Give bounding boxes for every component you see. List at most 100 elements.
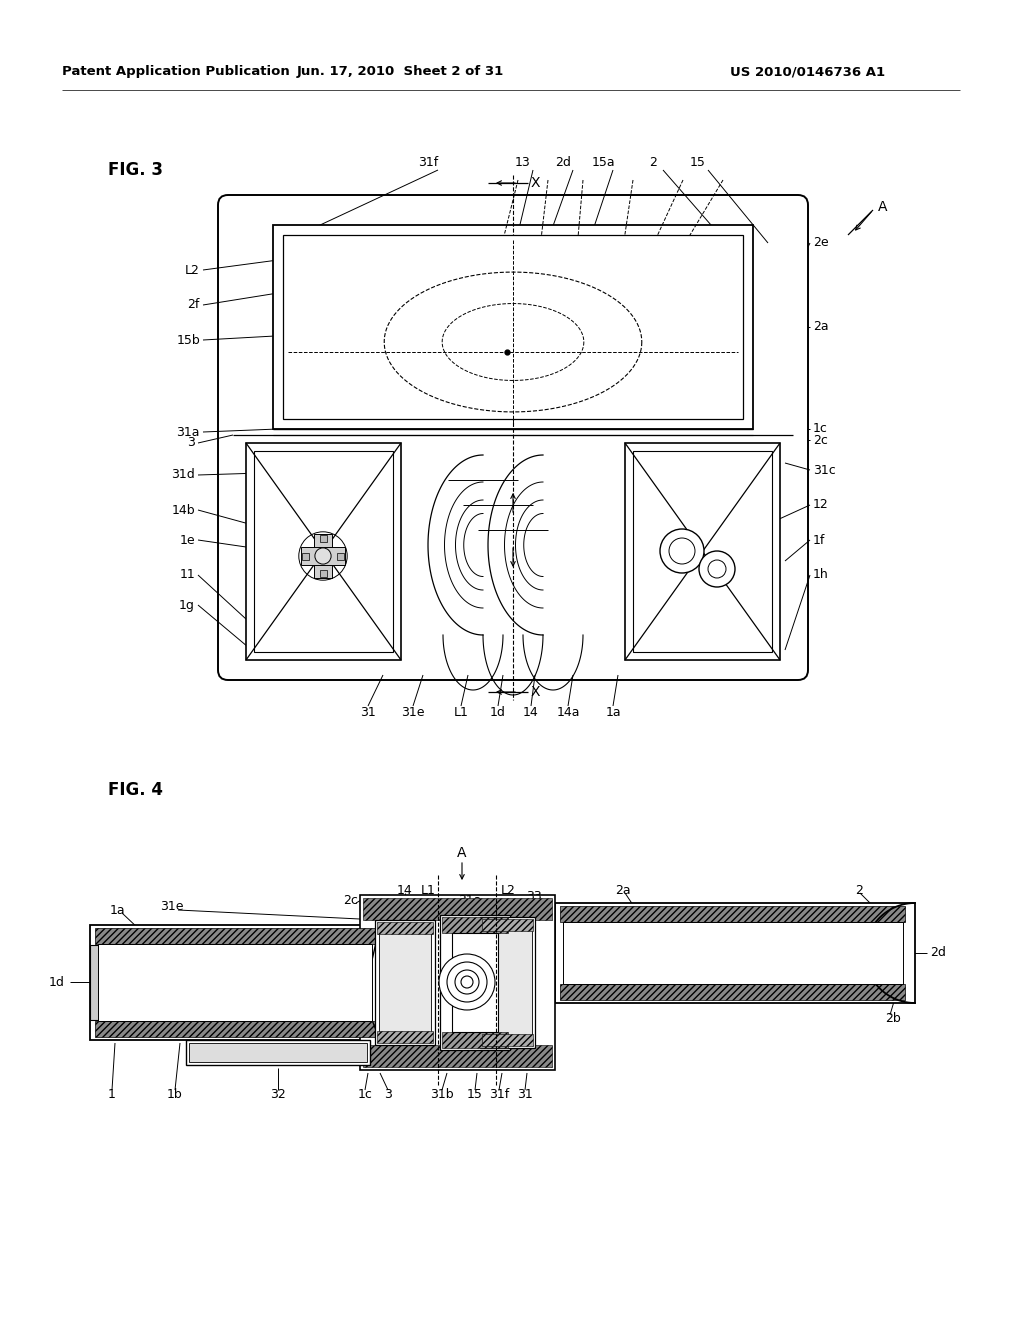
Text: 2d: 2d [555, 157, 571, 169]
Text: 15: 15 [690, 157, 706, 169]
Text: 2c: 2c [813, 433, 827, 446]
Bar [379, 924, 431, 1041]
Bar [482, 919, 534, 931]
Bar [301, 546, 345, 565]
Bar [362, 1045, 552, 1067]
Text: 2: 2 [855, 883, 863, 896]
Text: 31a: 31a [176, 425, 200, 438]
Bar [186, 1040, 370, 1065]
Text: L2: L2 [185, 264, 200, 276]
Text: 14a: 14a [556, 705, 580, 718]
Text: 2: 2 [649, 157, 657, 169]
Text: Jun. 17, 2010  Sheet 2 of 31: Jun. 17, 2010 Sheet 2 of 31 [296, 66, 504, 78]
Text: 31e: 31e [401, 705, 425, 718]
Text: L1: L1 [421, 883, 435, 896]
Text: 15: 15 [467, 1089, 483, 1101]
Text: 2f: 2f [187, 298, 200, 312]
Bar [442, 1032, 508, 1048]
Text: FIG. 4: FIG. 4 [108, 781, 163, 799]
Bar [95, 928, 375, 944]
Text: L1: L1 [454, 705, 468, 718]
Text: 31f: 31f [418, 157, 438, 169]
Bar [246, 444, 401, 660]
Bar [560, 983, 905, 1001]
Text: L2: L2 [501, 883, 516, 896]
Circle shape [660, 529, 705, 573]
Text: Patent Application Publication: Patent Application Publication [62, 66, 290, 78]
Text: 2a: 2a [813, 321, 828, 334]
Text: 1a: 1a [605, 705, 621, 718]
Text: 1b: 1b [167, 1089, 183, 1101]
Circle shape [315, 548, 331, 564]
Bar [377, 1031, 433, 1043]
Text: 3: 3 [187, 437, 195, 450]
Text: 1a: 1a [110, 903, 126, 916]
Text: FIG. 3: FIG. 3 [108, 161, 163, 180]
Circle shape [708, 560, 726, 578]
Text: 2e: 2e [813, 236, 828, 249]
Text: 1d: 1d [490, 705, 506, 718]
Text: 1f: 1f [813, 533, 825, 546]
Bar [90, 945, 108, 1020]
Circle shape [669, 539, 695, 564]
Text: 31a: 31a [458, 894, 481, 907]
Text: 31: 31 [517, 1089, 532, 1101]
Bar [314, 535, 332, 578]
Text: 1h: 1h [813, 569, 828, 582]
Bar [95, 1020, 375, 1038]
Text: 2c: 2c [343, 894, 357, 907]
Bar [189, 1043, 367, 1063]
Bar [362, 898, 552, 920]
Bar [319, 570, 327, 577]
Bar [483, 920, 532, 1045]
Text: 1d: 1d [49, 975, 65, 989]
Text: 1c: 1c [813, 422, 827, 436]
Circle shape [455, 970, 479, 994]
Text: 1: 1 [109, 1089, 116, 1101]
Text: 13: 13 [515, 157, 530, 169]
Text: 15b: 15b [176, 334, 200, 346]
Text: 31: 31 [360, 705, 376, 718]
Bar [625, 444, 780, 660]
Bar [375, 920, 435, 1045]
Text: 1c: 1c [357, 1089, 373, 1101]
Circle shape [439, 954, 495, 1010]
Text: 11: 11 [179, 569, 195, 582]
Text: A: A [457, 846, 467, 861]
Circle shape [447, 962, 487, 1002]
Text: 32: 32 [270, 1089, 286, 1101]
Text: 14: 14 [397, 883, 413, 896]
Text: 14b: 14b [171, 503, 195, 516]
Circle shape [461, 975, 473, 987]
Bar [283, 235, 743, 418]
Bar [555, 903, 915, 1003]
Text: 31f: 31f [488, 1089, 509, 1101]
Bar [482, 1034, 534, 1045]
Text: A: A [878, 201, 888, 214]
Text: 2d: 2d [930, 946, 946, 960]
Circle shape [699, 550, 735, 587]
Bar [563, 921, 903, 983]
Text: 14: 14 [523, 705, 539, 718]
Text: 33: 33 [526, 891, 542, 903]
Text: 31b: 31b [430, 1089, 454, 1101]
Text: 2a: 2a [615, 883, 631, 896]
Text: 31e: 31e [160, 900, 183, 913]
Bar [254, 451, 393, 652]
Bar [452, 933, 498, 1032]
Text: 2b: 2b [885, 1011, 901, 1024]
Bar [377, 921, 433, 935]
Bar [560, 906, 905, 921]
Bar [633, 451, 772, 652]
Text: 1e: 1e [179, 533, 195, 546]
Text: 31d: 31d [171, 469, 195, 482]
Text: 1g: 1g [179, 598, 195, 611]
Bar [480, 917, 535, 1048]
Text: 15a: 15a [591, 157, 614, 169]
Text: 3: 3 [384, 1089, 392, 1101]
Text: X: X [531, 176, 541, 190]
Bar [90, 925, 380, 1040]
FancyBboxPatch shape [218, 195, 808, 680]
Bar [440, 915, 510, 1049]
Bar [360, 895, 555, 1071]
